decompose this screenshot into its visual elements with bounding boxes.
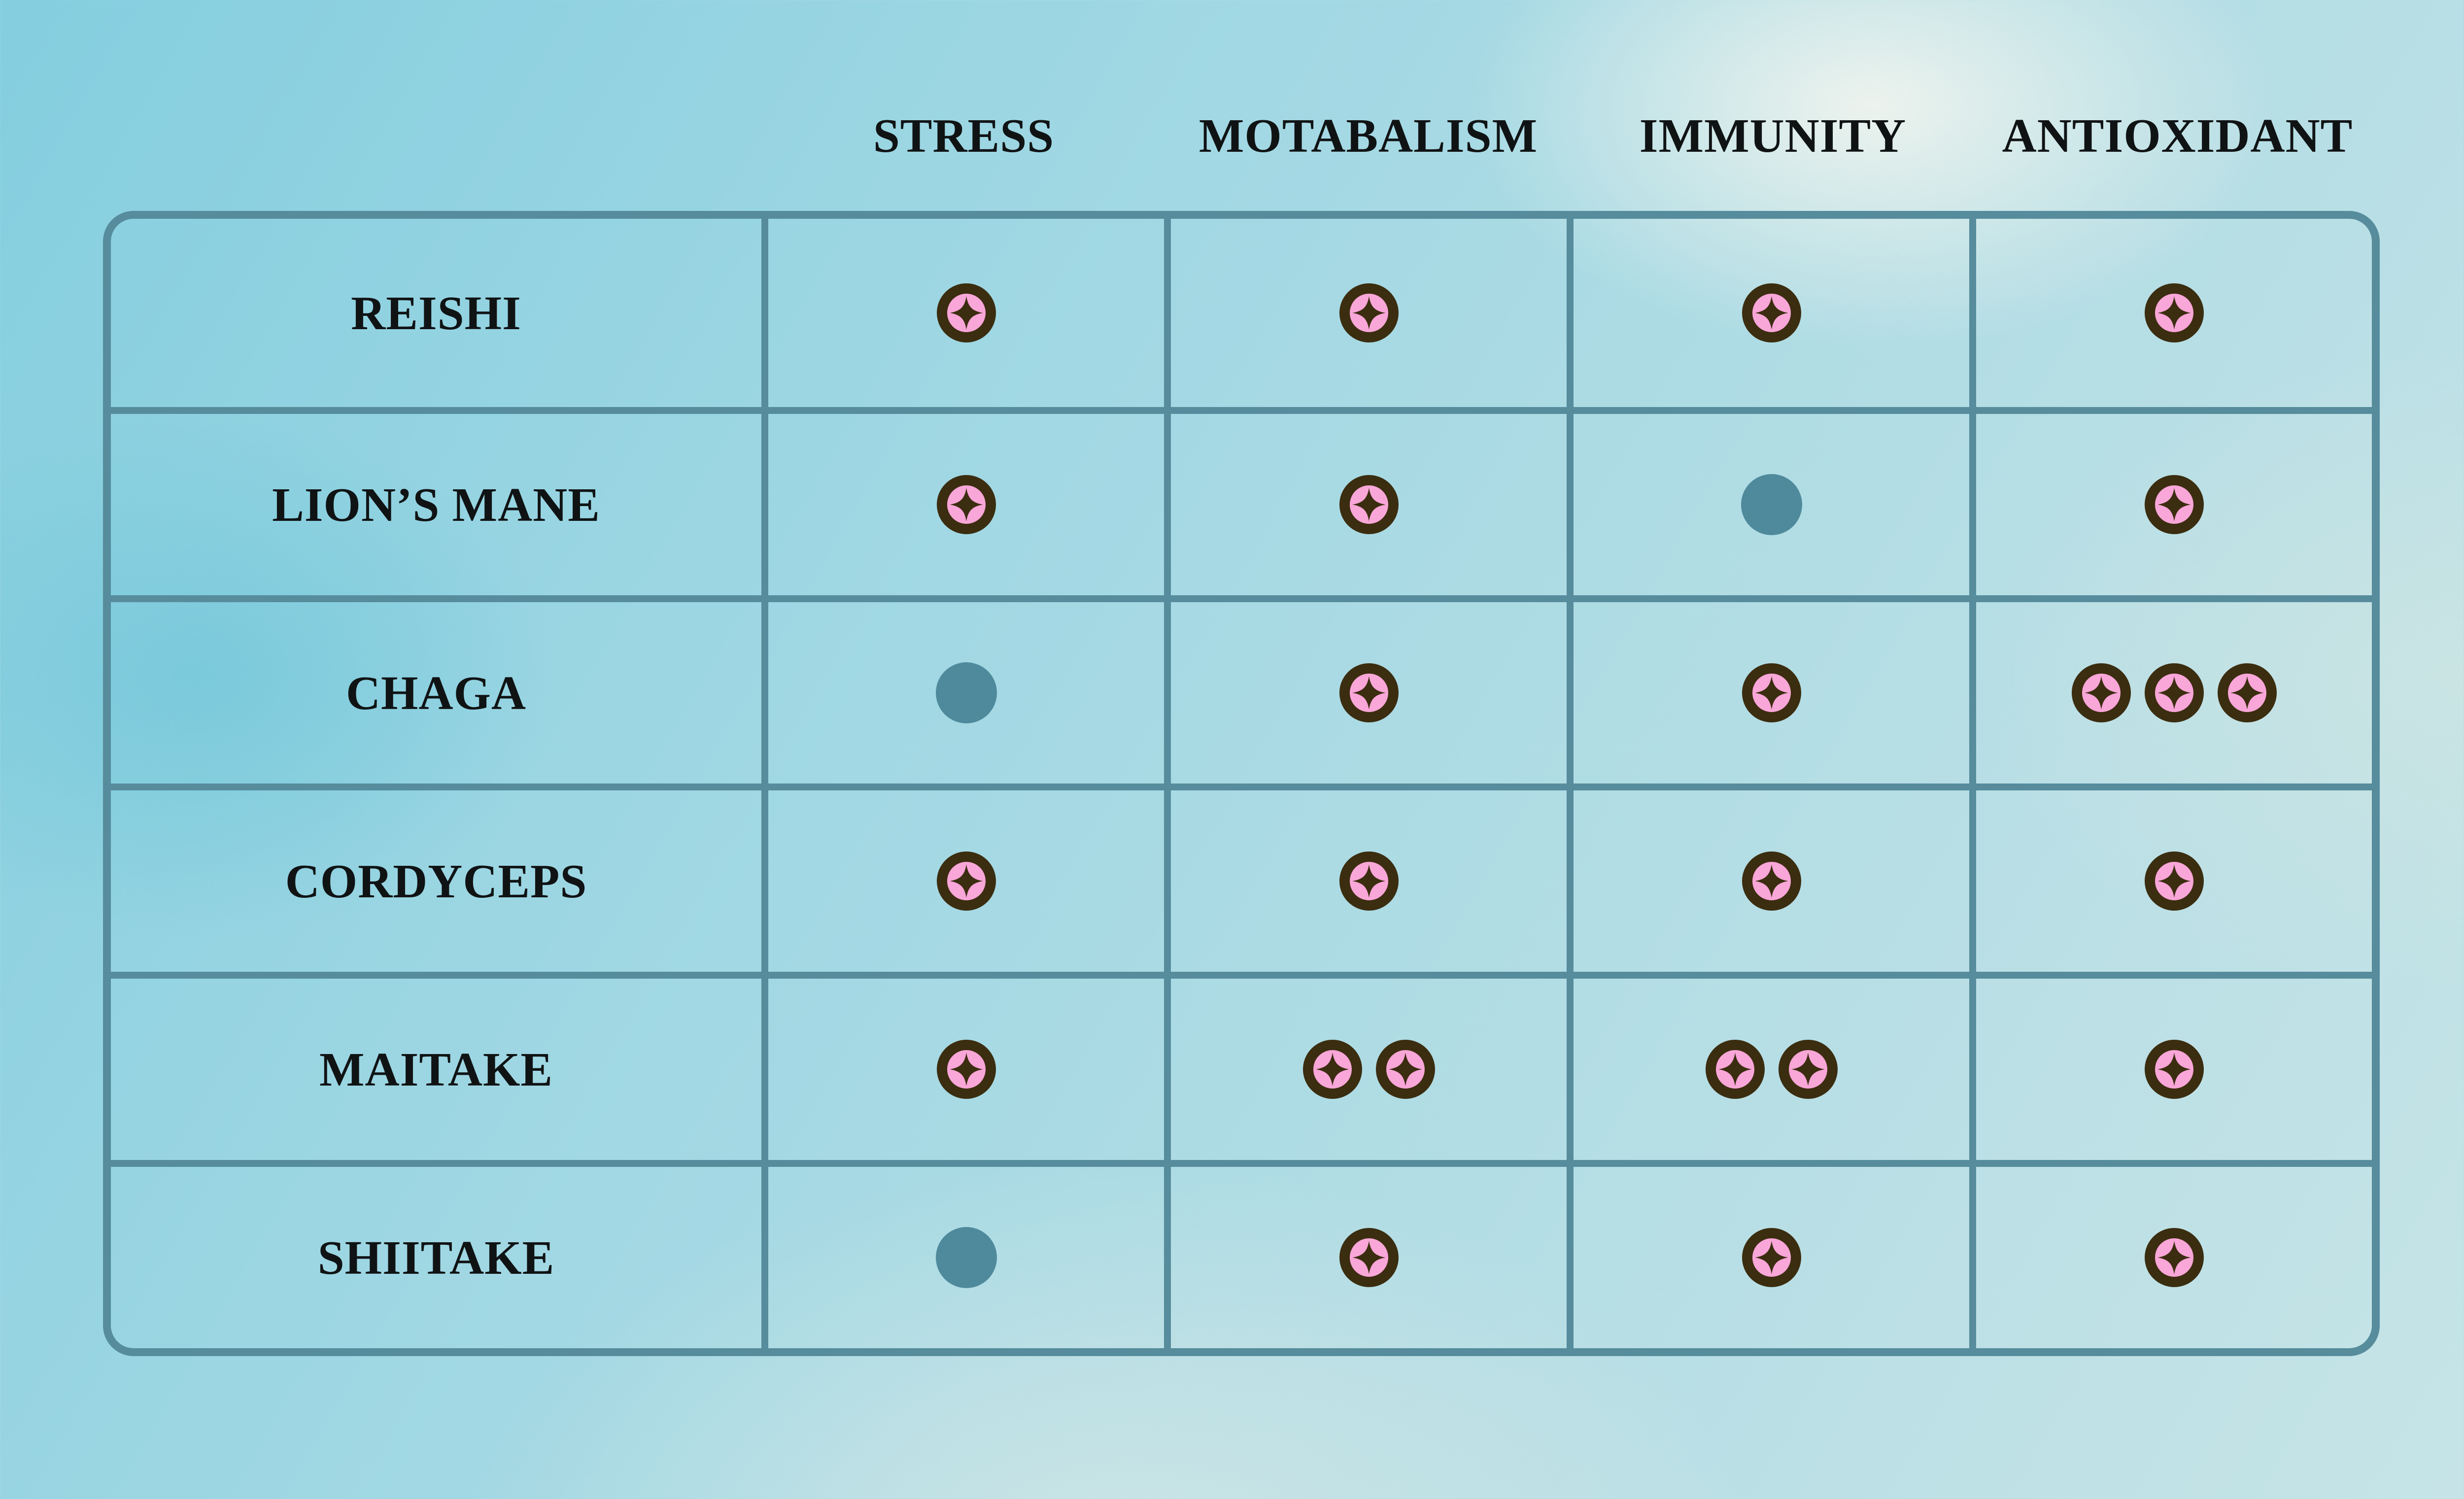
star-benefit-icon xyxy=(1705,1040,1765,1099)
table-row-shiitake: SHIITAKE xyxy=(111,1160,2372,1348)
star-benefit-icon xyxy=(1742,1228,1801,1287)
benefit-cell xyxy=(761,414,1164,595)
benefit-cell xyxy=(1164,979,1567,1160)
star-benefit-icon xyxy=(1339,663,1399,722)
benefit-cell xyxy=(761,1167,1164,1348)
dot-neutral-icon xyxy=(935,1227,997,1288)
benefit-cell xyxy=(1164,414,1567,595)
row-label: LION’S MANE xyxy=(272,478,600,531)
benefit-cell xyxy=(761,790,1164,972)
benefit-cell xyxy=(761,602,1164,784)
benefit-cell xyxy=(1567,1167,1969,1348)
star-benefit-icon xyxy=(1339,852,1399,911)
row-label: REISHI xyxy=(351,286,521,340)
benefit-cell xyxy=(1969,1167,2372,1348)
star-benefit-icon xyxy=(936,283,996,342)
benefits-table: REISHI LION’S MANE CHAGA CORDYCEPS MAITA… xyxy=(103,211,2380,1356)
benefit-cell xyxy=(1164,790,1567,972)
benefit-cell xyxy=(1567,414,1969,595)
table-row-cordyceps: CORDYCEPS xyxy=(111,784,2372,972)
star-benefit-icon xyxy=(2144,1040,2204,1099)
star-benefit-icon xyxy=(1742,283,1801,342)
row-label: CHAGA xyxy=(345,666,527,719)
benefit-cell xyxy=(1969,414,2372,595)
benefit-cell xyxy=(1164,219,1567,407)
row-label: MAITAKE xyxy=(319,1043,553,1096)
star-benefit-icon xyxy=(1375,1040,1435,1099)
column-header-stress: STRESS xyxy=(873,109,1055,162)
star-benefit-icon xyxy=(2144,852,2204,911)
star-benefit-icon xyxy=(936,852,996,911)
table-row-chaga: CHAGA xyxy=(111,595,2372,784)
benefit-cell xyxy=(1164,602,1567,784)
column-header-immunity: IMMUNITY xyxy=(1639,109,1907,162)
star-benefit-icon xyxy=(1742,663,1801,722)
benefit-cell xyxy=(761,979,1164,1160)
benefit-cell xyxy=(1567,790,1969,972)
star-benefit-icon xyxy=(1302,1040,1362,1099)
dot-neutral-icon xyxy=(935,662,997,723)
row-label: SHIITAKE xyxy=(317,1231,555,1284)
star-benefit-icon xyxy=(2071,663,2131,722)
star-benefit-icon xyxy=(2144,1228,2204,1287)
column-header-antioxidant: ANTIOXIDANT xyxy=(2002,109,2353,162)
star-benefit-icon xyxy=(1339,475,1399,534)
star-benefit-icon xyxy=(1339,283,1399,342)
row-label: CORDYCEPS xyxy=(285,854,587,908)
table-row-maitake: MAITAKE xyxy=(111,972,2372,1160)
benefit-cell xyxy=(1567,219,1969,407)
benefit-cell xyxy=(761,219,1164,407)
benefit-cell xyxy=(1567,979,1969,1160)
dot-neutral-icon xyxy=(1741,474,1802,535)
star-benefit-icon xyxy=(936,475,996,534)
benefit-cell xyxy=(1969,219,2372,407)
benefit-cell xyxy=(1969,979,2372,1160)
star-benefit-icon xyxy=(2144,663,2204,722)
star-benefit-icon xyxy=(2144,475,2204,534)
star-benefit-icon xyxy=(2217,663,2277,722)
benefit-cell xyxy=(1969,790,2372,972)
benefit-cell xyxy=(1164,1167,1567,1348)
star-benefit-icon xyxy=(2144,283,2204,342)
star-benefit-icon xyxy=(1778,1040,1838,1099)
star-benefit-icon xyxy=(1339,1228,1399,1287)
benefit-cell xyxy=(1567,602,1969,784)
star-benefit-icon xyxy=(1742,852,1801,911)
column-headers: STRESS MOTABALISM IMMUNITY ANTIOXIDANT xyxy=(103,74,2380,197)
table-row-reishi: REISHI xyxy=(111,219,2372,407)
table-row-lions-mane: LION’S MANE xyxy=(111,407,2372,595)
column-header-motabalism: MOTABALISM xyxy=(1198,109,1538,162)
star-benefit-icon xyxy=(936,1040,996,1099)
benefit-cell xyxy=(1969,602,2372,784)
